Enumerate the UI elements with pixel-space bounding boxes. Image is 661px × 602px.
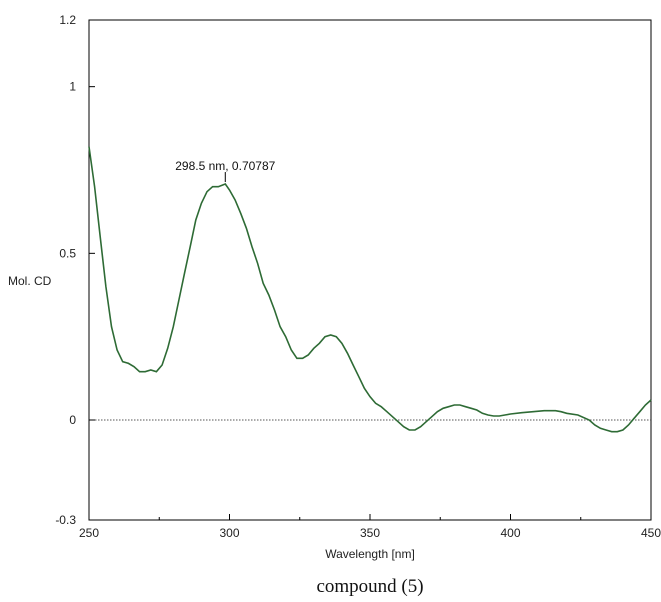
x-tick-label: 450	[641, 526, 661, 540]
y-tick-label: 0	[69, 413, 76, 427]
y-tick-label: -0.3	[55, 513, 76, 527]
series-line	[88, 146, 652, 433]
x-tick-label: 350	[360, 526, 380, 540]
x-axis-ticks: 250 300 350 400 450	[79, 514, 661, 540]
y-axis-ticks: -0.3 0 0.5 1 1.2	[55, 13, 95, 527]
plot-frame	[88, 19, 652, 521]
y-tick-label: 0.5	[59, 246, 76, 260]
y-axis-label: Mol. CD	[8, 274, 52, 288]
x-tick-label: 400	[500, 526, 520, 540]
y-tick-label: 1	[69, 80, 76, 94]
x-axis-label: Wavelength [nm]	[325, 547, 415, 561]
annotation-label: 298.5 nm, 0.70787	[175, 159, 275, 173]
figure-caption: compound (5)	[316, 576, 423, 597]
x-tick-label: 300	[219, 526, 239, 540]
x-tick-label: 250	[79, 526, 99, 540]
y-tick-label: 1.2	[59, 13, 76, 27]
